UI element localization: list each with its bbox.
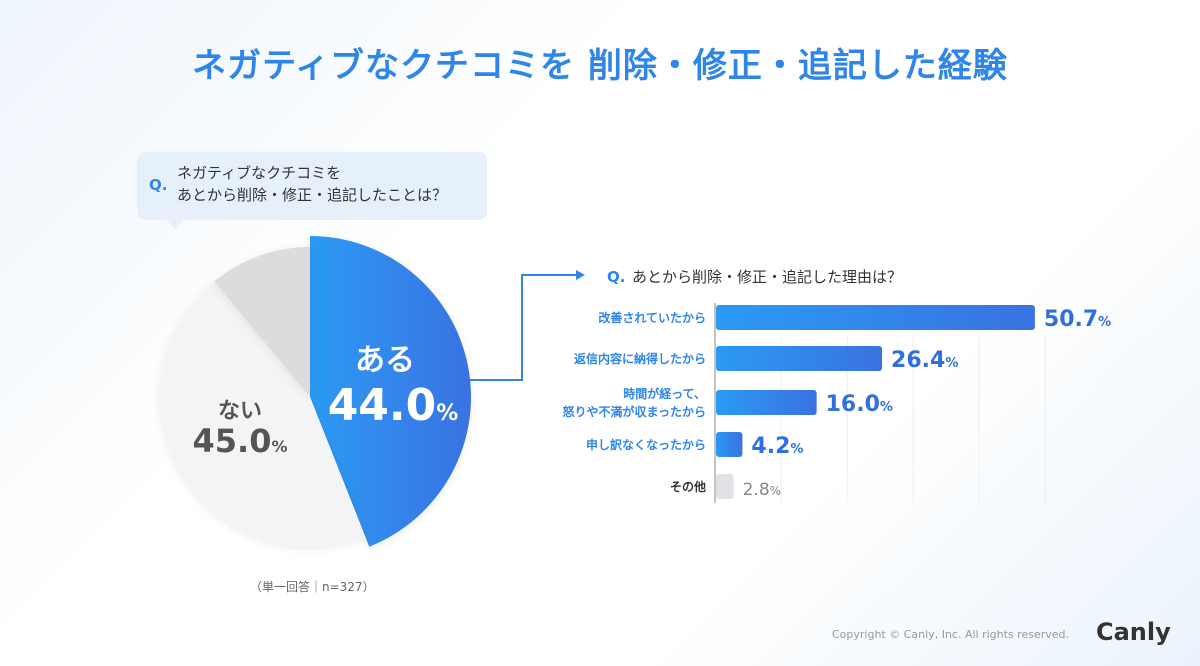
- q-marker: Q.: [149, 176, 168, 194]
- bar-3: [716, 432, 743, 457]
- bar-2: [716, 390, 817, 415]
- bar-value-label: 4.2%: [751, 434, 803, 459]
- connector-line: [470, 274, 576, 381]
- bar-4: [716, 474, 734, 499]
- pie-slice-1: [159, 281, 366, 548]
- bar-0: [716, 305, 1035, 330]
- pie-slice-2: [214, 247, 310, 397]
- pie-value-nai: 45.0%: [193, 422, 288, 460]
- pie-slice-0: [310, 236, 472, 547]
- arrow-icon: [576, 270, 585, 280]
- pie-question-bubble: Q. ネガティブなクチコミを あとから削除・修正・追記したことは？: [137, 152, 487, 230]
- pie-value-aru: 44.0%: [328, 380, 459, 431]
- bar-chart-title: あとから削除・修正・追記した理由は？: [632, 268, 902, 286]
- pie-label-aru: ある: [355, 343, 415, 378]
- bar-category-label: その他: [670, 479, 706, 494]
- pie-label-nai: ない: [218, 399, 262, 424]
- bar-1: [716, 346, 883, 371]
- bar-category-label: 改善されていたから: [598, 310, 706, 325]
- sample-note: （単一回答｜n=327）: [250, 580, 375, 594]
- bar-value-label: 50.7%: [1044, 307, 1111, 332]
- bar-category-label: 申し訳なくなったから: [586, 437, 706, 452]
- bar-category-label: 返信内容に納得したから: [574, 351, 706, 366]
- bar-value-label: 2.8%: [743, 480, 781, 500]
- question-line: ネガティブなクチコミを: [177, 164, 342, 182]
- bar-category-label: 時間が経って、: [623, 386, 706, 401]
- page-title: ネガティブなクチコミを 削除・修正・追記した経験: [192, 46, 1008, 86]
- canly-logo: Canly: [1096, 618, 1171, 646]
- bar-q-marker: Q.: [607, 268, 625, 286]
- bar-category-label: 怒りや不満が収まったから: [562, 404, 706, 419]
- bar-value-label: 26.4%: [891, 348, 958, 373]
- copyright: Copyright © Canly, Inc. All rights reser…: [832, 628, 1069, 641]
- bar-value-label: 16.0%: [826, 392, 893, 417]
- question-line: あとから削除・修正・追記したことは？: [177, 186, 448, 204]
